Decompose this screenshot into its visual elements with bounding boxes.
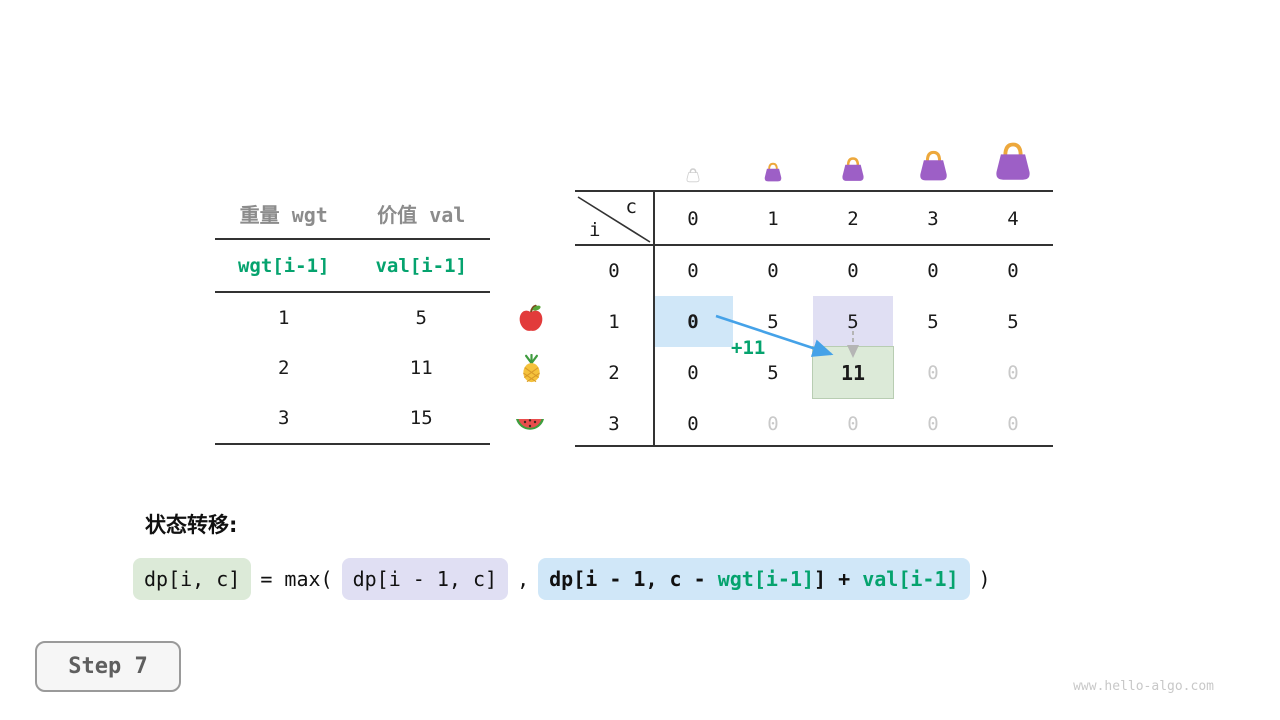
dp-corner-col-var: c: [625, 196, 637, 218]
formula-separator: ,: [517, 567, 530, 591]
pineapple-icon: [517, 353, 547, 384]
dp-cell-r2-c0: 0: [687, 361, 699, 384]
items-table-code-row: wgt[i-1] val[i-1]: [215, 240, 490, 293]
dp-corner-row-var: i: [589, 219, 601, 241]
dp-col-header-1: 1: [767, 207, 779, 230]
items-code-wgt: wgt[i-1]: [237, 254, 330, 277]
dp-table-header-line: [575, 244, 1053, 246]
dp-row-header-3: 3: [608, 412, 620, 435]
items-row-2: 2 11: [215, 343, 490, 393]
apple-icon: [516, 303, 546, 333]
formula-take-part-wgt: wgt[i-1]: [717, 567, 815, 591]
item-1-value: 5: [415, 307, 427, 329]
state-transition-formula: dp[i, c] = max( dp[i - 1, c] , dp[i - 1,…: [133, 558, 991, 600]
dp-col-header-2: 2: [847, 207, 859, 230]
dp-cell-r1-c0: 0: [653, 296, 733, 347]
step-indicator: Step 7: [35, 641, 181, 692]
items-row-3: 3 15: [215, 393, 490, 443]
formula-option-keep: dp[i - 1, c]: [341, 558, 509, 600]
bag-capacity-1-icon: [762, 161, 784, 187]
watermelon-icon: [514, 407, 544, 437]
item-2-value: 11: [409, 357, 433, 379]
items-table: 重量 wgt 价值 val wgt[i-1] val[i-1] 1 5 2 11…: [215, 188, 490, 445]
formula-take-part-dp: dp[i - 1, c -: [549, 567, 718, 591]
bag-capacity-2-icon: [839, 155, 867, 187]
bag-capacity-3-icon: [916, 148, 951, 187]
items-code-val: val[i-1]: [375, 254, 467, 277]
dp-row-header-0: 0: [608, 259, 620, 282]
dp-cell-r0-c1: 0: [767, 259, 779, 282]
item-2-weight: 2: [278, 357, 290, 379]
formula-closing-paren: ): [978, 567, 991, 591]
items-table-header-row: 重量 wgt 价值 val: [215, 188, 490, 240]
dp-cell-r3-c3: 0: [927, 412, 939, 435]
formula-take-part-val: val[i-1]: [862, 567, 959, 591]
dp-cell-r1-c3: 5: [927, 310, 939, 333]
dp-col-header-4: 4: [1007, 207, 1019, 230]
dp-cell-r2-c2: 11: [812, 346, 894, 399]
bag-capacity-0-icon: [685, 167, 701, 187]
item-3-weight: 3: [278, 407, 290, 429]
dp-cell-r2-c4: 0: [1007, 361, 1019, 384]
dp-table: c i 0 1 2 3 4 0 0 0 0 0 0 1 0 5 5 5 5 2 …: [575, 190, 1053, 447]
items-row-1: 1 5: [215, 293, 490, 343]
dp-cell-r0-c0: 0: [687, 259, 699, 282]
item-3-value: 15: [409, 407, 433, 429]
dp-cell-r3-c1: 0: [767, 412, 779, 435]
formula-lhs: dp[i, c]: [133, 558, 252, 600]
add-value-label: +11: [731, 337, 766, 359]
formula-take-part-plus: ] +: [814, 567, 863, 591]
dp-cell-r2-c1: 5: [767, 361, 779, 384]
formula-option-take: dp[i - 1, c - wgt[i-1]] + val[i-1]: [538, 558, 970, 600]
items-header-weight: 重量 wgt: [239, 202, 328, 227]
formula-equals-max: = max(: [260, 567, 333, 591]
dp-col-header-0: 0: [687, 207, 699, 230]
watermark: www.hello-algo.com: [1073, 679, 1214, 694]
dp-cell-r3-c2: 0: [847, 412, 859, 435]
dp-cell-r0-c2: 0: [847, 259, 859, 282]
dp-cell-r1-c4: 5: [1007, 310, 1019, 333]
dp-corner-cell: c i: [575, 192, 653, 245]
item-1-weight: 1: [278, 307, 290, 329]
dp-col-header-3: 3: [927, 207, 939, 230]
dp-row-header-1: 1: [608, 310, 620, 333]
dp-table-vertical-line: [653, 192, 655, 445]
dp-row-header-2: 2: [608, 361, 620, 384]
dp-cell-r3-c0: 0: [687, 412, 699, 435]
dp-cell-r0-c3: 0: [927, 259, 939, 282]
state-transition-heading: 状态转移:: [145, 513, 238, 537]
bag-capacity-4-icon: [991, 139, 1035, 187]
items-header-value: 价值 val: [377, 202, 466, 227]
dp-cell-r2-c3: 0: [927, 361, 939, 384]
dp-cell-r0-c4: 0: [1007, 259, 1019, 282]
dp-cell-r3-c4: 0: [1007, 412, 1019, 435]
dp-cell-r1-c2: 5: [813, 296, 893, 347]
